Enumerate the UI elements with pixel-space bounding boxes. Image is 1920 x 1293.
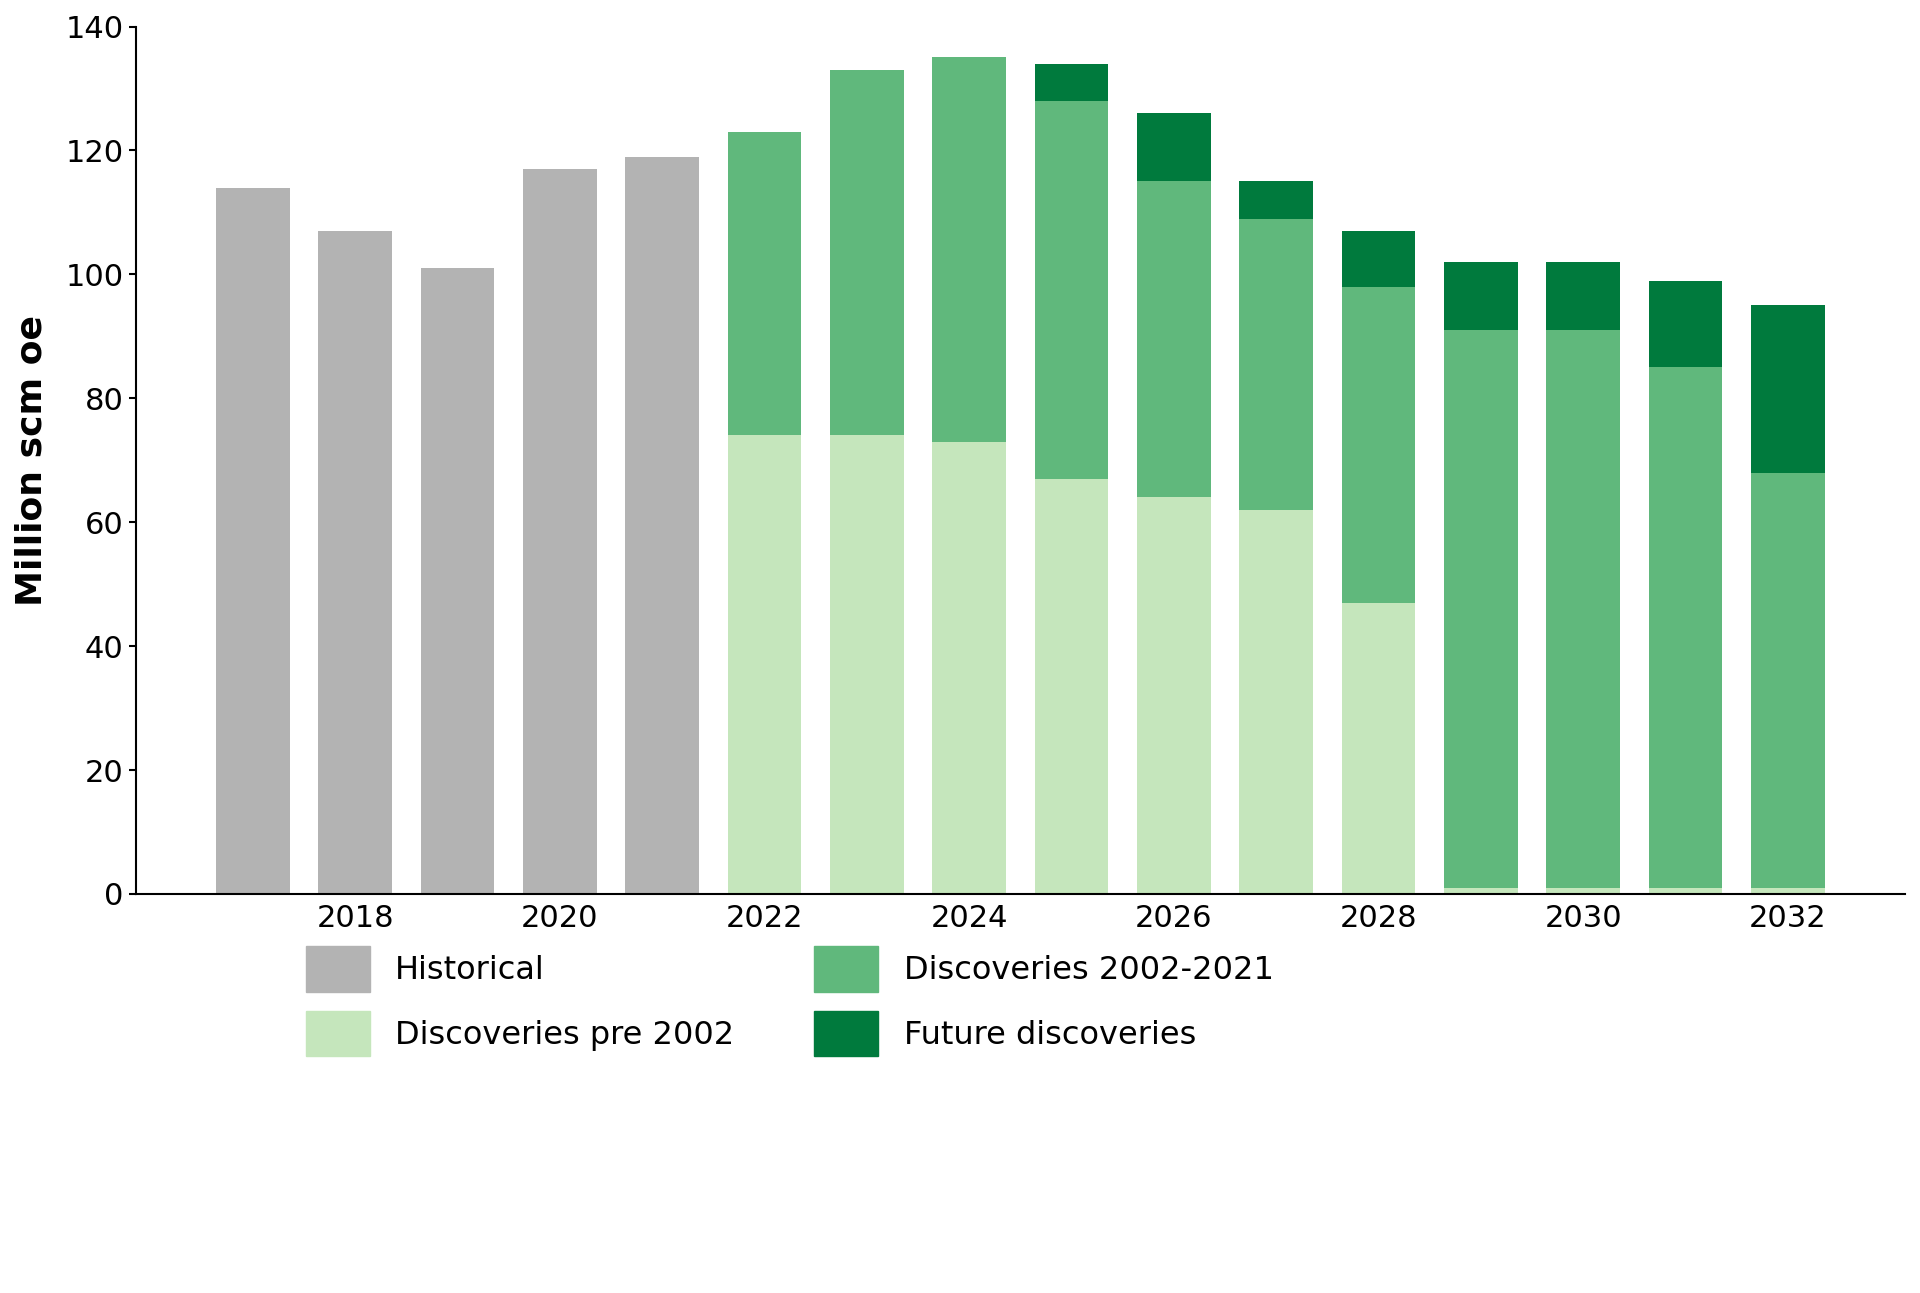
- Bar: [626, 156, 699, 893]
- Bar: [933, 442, 1006, 893]
- Bar: [1751, 888, 1824, 893]
- Bar: [522, 169, 597, 893]
- Legend: Historical, Discoveries pre 2002, Discoveries 2002-2021, Future discoveries: Historical, Discoveries pre 2002, Discov…: [294, 934, 1286, 1069]
- Bar: [1342, 287, 1415, 603]
- Bar: [1649, 888, 1722, 893]
- Bar: [728, 436, 801, 893]
- Y-axis label: Million scm oe: Million scm oe: [15, 314, 50, 605]
- Bar: [1444, 330, 1517, 888]
- Bar: [1137, 498, 1212, 893]
- Bar: [1444, 888, 1517, 893]
- Bar: [829, 70, 904, 436]
- Bar: [829, 436, 904, 893]
- Bar: [728, 132, 801, 436]
- Bar: [420, 268, 493, 893]
- Bar: [1649, 367, 1722, 888]
- Bar: [1035, 63, 1108, 101]
- Bar: [1546, 262, 1620, 330]
- Bar: [1035, 478, 1108, 893]
- Bar: [319, 231, 392, 893]
- Bar: [1342, 231, 1415, 287]
- Bar: [1444, 262, 1517, 330]
- Bar: [1342, 603, 1415, 893]
- Bar: [1546, 330, 1620, 888]
- Bar: [1238, 219, 1313, 509]
- Bar: [1238, 509, 1313, 893]
- Bar: [1751, 305, 1824, 473]
- Bar: [1137, 181, 1212, 498]
- Bar: [1649, 281, 1722, 367]
- Bar: [1137, 114, 1212, 181]
- Bar: [933, 57, 1006, 442]
- Bar: [217, 187, 290, 893]
- Bar: [1751, 473, 1824, 888]
- Bar: [1035, 101, 1108, 478]
- Bar: [1546, 888, 1620, 893]
- Bar: [1238, 181, 1313, 219]
